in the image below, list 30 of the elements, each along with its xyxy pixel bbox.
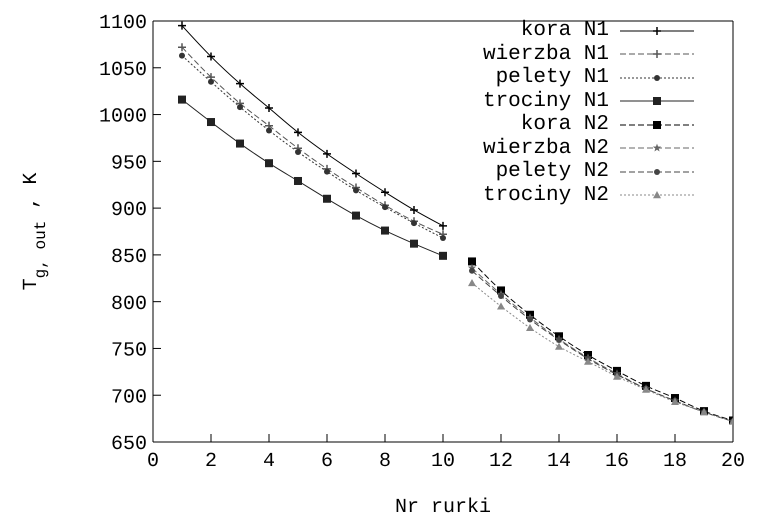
y-tick-label: 800 — [110, 292, 147, 316]
legend-label: pelety N2 — [496, 160, 609, 184]
x-tick-label: 8 — [378, 450, 392, 474]
y-tick-label: 750 — [110, 340, 147, 363]
y-tick-label: 700 — [110, 386, 147, 410]
legend-label: kora N2 — [520, 113, 609, 136]
x-tick-label: 20 — [720, 450, 746, 474]
x-tick-label: 12 — [488, 450, 514, 474]
y-tick-label: 950 — [110, 152, 147, 176]
legend-label: wierzba N1 — [482, 42, 609, 66]
legend-label: trociny N1 — [482, 90, 609, 113]
y-tick-label: 1000 — [98, 106, 147, 129]
x-tick-label: 16 — [604, 450, 630, 474]
x-tick-label: 14 — [546, 450, 572, 474]
x-tick-label: 4 — [262, 450, 276, 474]
y-tick-label: 900 — [110, 199, 147, 222]
legend-label: pelety N1 — [496, 66, 609, 90]
x-tick-label: 18 — [662, 450, 688, 474]
legend-label: trociny N2 — [482, 184, 609, 207]
x-tick-label: 10 — [430, 450, 456, 474]
y-tick-label: 1050 — [98, 58, 147, 82]
y-tick-label: 650 — [110, 433, 147, 456]
legend-label: wierzba N2 — [482, 136, 609, 160]
x-tick-label: 2 — [204, 450, 218, 474]
y-tick-label: 850 — [110, 246, 147, 269]
x-tick-label: 0 — [146, 450, 160, 474]
legend-label: kora N1 — [520, 19, 609, 42]
y-tick-label: 1100 — [98, 12, 147, 36]
x-tick-label: 6 — [320, 450, 334, 474]
x-axis-title: Nr rurki — [394, 496, 492, 519]
